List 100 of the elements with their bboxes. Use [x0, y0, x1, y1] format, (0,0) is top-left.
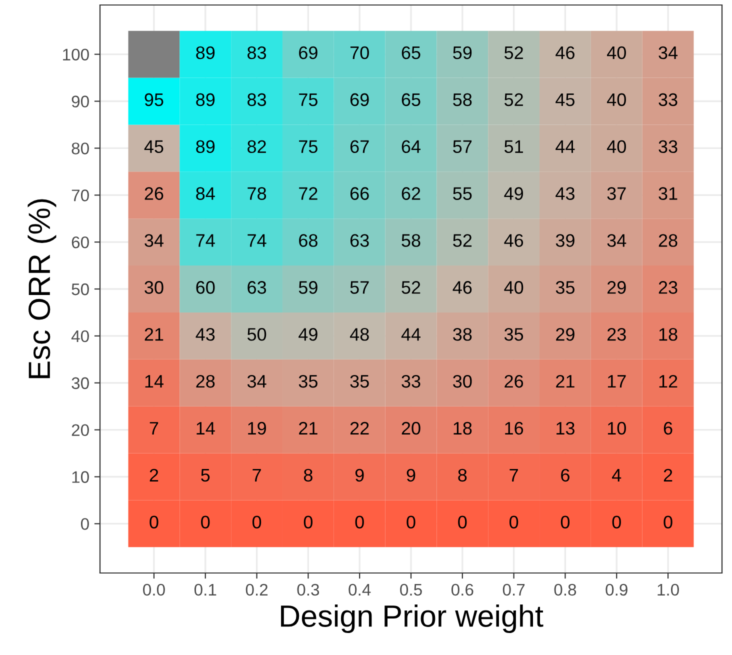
data-label: 63 [248, 281, 266, 294]
x-tick-label: 0.6 [451, 584, 474, 596]
data-label: 0 [560, 516, 570, 529]
data-label: 21 [556, 374, 574, 388]
y-tick-label: 100 [63, 48, 89, 60]
y-axis-title: Esc ORR (%) [28, 199, 56, 378]
data-label: 59 [453, 46, 472, 60]
data-label: 57 [453, 140, 472, 154]
data-label: 35 [350, 374, 369, 388]
data-label: 0 [201, 516, 210, 529]
data-label: 45 [556, 93, 574, 106]
data-label: 40 [606, 140, 626, 154]
y-tick-label: 20 [72, 424, 89, 436]
data-label: 0 [150, 516, 158, 529]
data-label: 60 [196, 281, 215, 294]
data-label: 2 [664, 468, 672, 482]
data-label: 83 [248, 93, 266, 106]
data-label: 23 [607, 328, 626, 341]
data-label: 19 [248, 422, 266, 435]
data-label: 21 [299, 422, 318, 434]
data-label: 44 [401, 328, 421, 341]
y-tick-label: 50 [72, 283, 89, 296]
data-label: 40 [504, 281, 524, 294]
y-tick-label: 60 [72, 236, 89, 248]
data-label: 58 [402, 234, 420, 247]
data-label: 14 [145, 375, 164, 388]
x-tick-label: 0.8 [554, 584, 576, 596]
data-label: 35 [298, 374, 318, 388]
data-label: 0 [406, 516, 416, 529]
data-label: 29 [556, 328, 574, 341]
data-label: 12 [659, 374, 678, 388]
data-label: 75 [299, 93, 318, 106]
data-label: 49 [298, 328, 318, 341]
y-tick-label: 90 [72, 96, 89, 108]
data-label: 23 [658, 281, 678, 294]
data-label: 39 [556, 234, 574, 247]
data-label: 14 [196, 422, 215, 434]
data-label: 17 [608, 375, 626, 388]
data-label: 68 [299, 234, 318, 247]
data-label: 74 [248, 234, 266, 247]
data-label: 95 [144, 93, 164, 106]
data-label: 5 [201, 469, 210, 482]
y-tick-label: 80 [72, 142, 89, 154]
data-label: 89 [196, 140, 215, 154]
data-label: 37 [607, 187, 626, 200]
data-label: 4 [612, 469, 622, 482]
data-label: 34 [607, 234, 626, 247]
data-label: 84 [196, 187, 215, 200]
data-label: 35 [504, 328, 524, 341]
data-label: 0 [509, 516, 518, 529]
data-label: 52 [453, 234, 472, 247]
data-label: 34 [658, 46, 678, 60]
data-label: 18 [659, 328, 678, 341]
data-label: 72 [299, 187, 318, 200]
x-tick-label: 0.4 [348, 584, 371, 596]
data-label: 70 [350, 46, 369, 60]
x-tick-label: 0.0 [143, 584, 165, 596]
data-label: 20 [402, 422, 420, 435]
data-label: 0 [355, 516, 364, 529]
data-label: 29 [607, 281, 626, 294]
data-label: 89 [196, 93, 215, 106]
data-label: 65 [402, 46, 420, 60]
data-label: 49 [504, 187, 523, 200]
data-label: 78 [248, 187, 266, 200]
data-label: 51 [504, 140, 523, 154]
data-label: 43 [196, 328, 215, 341]
data-label: 33 [658, 140, 678, 154]
data-label: 18 [454, 422, 472, 435]
data-label: 66 [350, 187, 369, 200]
x-tick-label: 0.5 [400, 584, 422, 596]
data-label: 26 [144, 187, 164, 200]
data-label: 2 [150, 468, 158, 482]
data-label: 34 [144, 234, 164, 247]
data-label: 7 [252, 469, 261, 482]
data-label: 63 [350, 234, 369, 247]
data-label: 89 [196, 46, 215, 60]
data-label: 7 [510, 469, 518, 482]
data-label: 13 [556, 422, 574, 435]
data-label: 46 [504, 234, 524, 247]
data-label: 52 [402, 281, 420, 294]
data-label: 28 [196, 374, 215, 388]
data-label: 69 [350, 93, 369, 106]
data-label: 83 [248, 46, 266, 60]
data-label: 65 [402, 93, 420, 106]
data-label: 6 [561, 468, 570, 482]
x-tick-label: 0.9 [606, 584, 628, 596]
y-tick-label: 0 [80, 518, 89, 530]
data-label: 57 [350, 281, 369, 294]
y-tick-label: 70 [72, 190, 89, 202]
data-label: 9 [406, 468, 416, 482]
data-label: 33 [402, 374, 420, 388]
data-label: 31 [658, 187, 678, 200]
data-label: 46 [556, 46, 574, 60]
data-label: 62 [402, 187, 420, 200]
data-label: 82 [248, 140, 266, 154]
data-label: 67 [350, 140, 369, 154]
data-label: 28 [658, 234, 678, 247]
data-label: 45 [144, 140, 164, 154]
data-label: 55 [453, 187, 472, 200]
data-label: 30 [144, 281, 164, 294]
